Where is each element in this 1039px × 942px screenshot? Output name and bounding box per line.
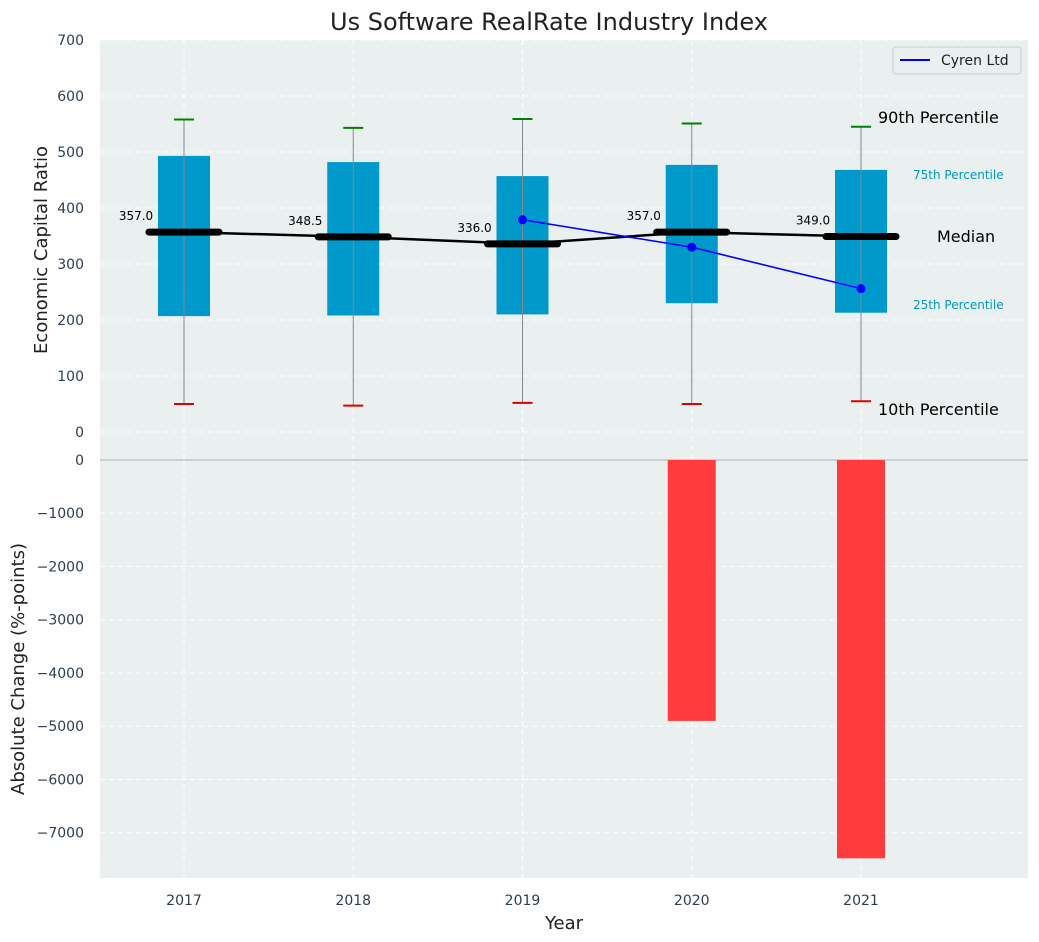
change-bar bbox=[837, 460, 885, 859]
company-series bbox=[518, 215, 866, 294]
chart-title: Us Software RealRate Industry Index bbox=[330, 8, 768, 36]
y-axis-label-bottom: Absolute Change (%-points) bbox=[8, 543, 29, 795]
x-axis-label: Year bbox=[544, 913, 584, 934]
bottom-y-tick-label: −1000 bbox=[37, 506, 84, 522]
top-y-tick-label: 500 bbox=[57, 145, 84, 161]
company-point bbox=[518, 215, 527, 225]
bottom-y-tick-label: −3000 bbox=[37, 613, 84, 629]
top-y-tick-label: 0 bbox=[75, 425, 84, 441]
company-point bbox=[856, 284, 866, 294]
top-panel-background bbox=[100, 40, 1028, 460]
top-y-tick-label: 200 bbox=[57, 313, 84, 329]
top-y-tick-label: 700 bbox=[57, 33, 84, 49]
top-y-tick-label: 300 bbox=[57, 257, 84, 273]
p90-annotation: 90th Percentile bbox=[878, 108, 999, 127]
bottom-y-tick-label: −6000 bbox=[37, 772, 84, 788]
median-trend bbox=[145, 228, 900, 248]
bottom-y-tick-label: −7000 bbox=[37, 826, 84, 842]
bottom-y-tick-labels: 0 −1000 −2000 −3000 −4000 −5000 −6000 −7000 bbox=[37, 453, 84, 842]
absolute-change-bars bbox=[667, 460, 885, 859]
legend-entry-cyren: Cyren Ltd bbox=[941, 53, 1009, 69]
bottom-y-tick-label: 0 bbox=[75, 453, 84, 469]
median-value-label: 336.0 bbox=[457, 221, 491, 235]
x-tick-label: 2019 bbox=[505, 893, 541, 909]
top-y-tick-labels: 0 100 200 300 400 500 600 700 bbox=[57, 33, 84, 441]
top-y-tick-label: 100 bbox=[57, 369, 84, 385]
bottom-panel-background bbox=[100, 460, 1028, 878]
median-annotation: Median bbox=[937, 227, 995, 246]
bottom-y-tick-label: −5000 bbox=[37, 719, 84, 735]
x-tick-labels: 2017 2018 2019 2020 2021 bbox=[166, 893, 879, 909]
x-tick-label: 2017 bbox=[166, 893, 202, 909]
bottom-y-tick-label: −2000 bbox=[37, 559, 84, 575]
top-y-tick-label: 400 bbox=[57, 201, 84, 217]
median-value-label: 357.0 bbox=[627, 209, 661, 223]
legend: Cyren Ltd bbox=[892, 46, 1022, 75]
p10-annotation: 10th Percentile bbox=[878, 400, 999, 419]
median-value-label: 357.0 bbox=[119, 209, 153, 223]
x-tick-label: 2021 bbox=[843, 893, 879, 909]
company-point bbox=[687, 242, 697, 252]
median-value-label: 348.5 bbox=[288, 214, 322, 228]
y-axis-label-top: Economic Capital Ratio bbox=[31, 146, 52, 354]
x-tick-label: 2018 bbox=[335, 893, 371, 909]
top-y-tick-label: 600 bbox=[57, 89, 84, 105]
legend-frame bbox=[892, 46, 1022, 75]
change-bar bbox=[667, 460, 716, 721]
bottom-y-tick-label: −4000 bbox=[37, 666, 84, 682]
median-value-label: 349.0 bbox=[796, 214, 830, 228]
median-value-labels: 357.0 348.5 336.0 357.0 349.0 bbox=[119, 209, 830, 235]
p25-annotation: 25th Percentile bbox=[913, 298, 1004, 312]
p75-annotation: 75th Percentile bbox=[913, 168, 1004, 182]
x-tick-label: 2020 bbox=[674, 893, 710, 909]
